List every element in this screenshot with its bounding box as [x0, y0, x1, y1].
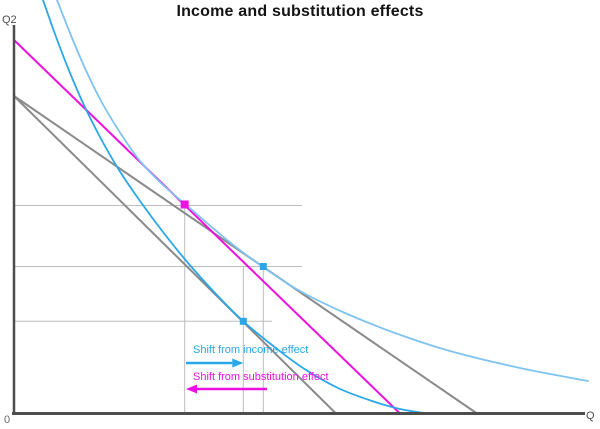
chart-title: Income and substitution effects: [176, 3, 424, 20]
point-final-bundle: [239, 317, 247, 325]
point-original-bundle: [259, 263, 267, 270]
income-effect-label: Shift from income effect: [193, 344, 309, 356]
y-axis-label: Q2: [2, 14, 17, 26]
indifference-curve-low: [42, 0, 425, 414]
origin-label: 0: [4, 414, 11, 426]
budget-line-new: [13, 95, 337, 415]
x-axis-label: Q: [586, 410, 595, 422]
substitution-arrow-head: [186, 384, 197, 394]
income-arrow-head: [232, 358, 244, 368]
budget-line-compensated: [13, 39, 401, 415]
substitution-effect-label: Shift from substitution effect: [193, 371, 329, 383]
point-substitution-bundle: [180, 200, 189, 209]
indifference-curve-high: [56, 0, 589, 382]
